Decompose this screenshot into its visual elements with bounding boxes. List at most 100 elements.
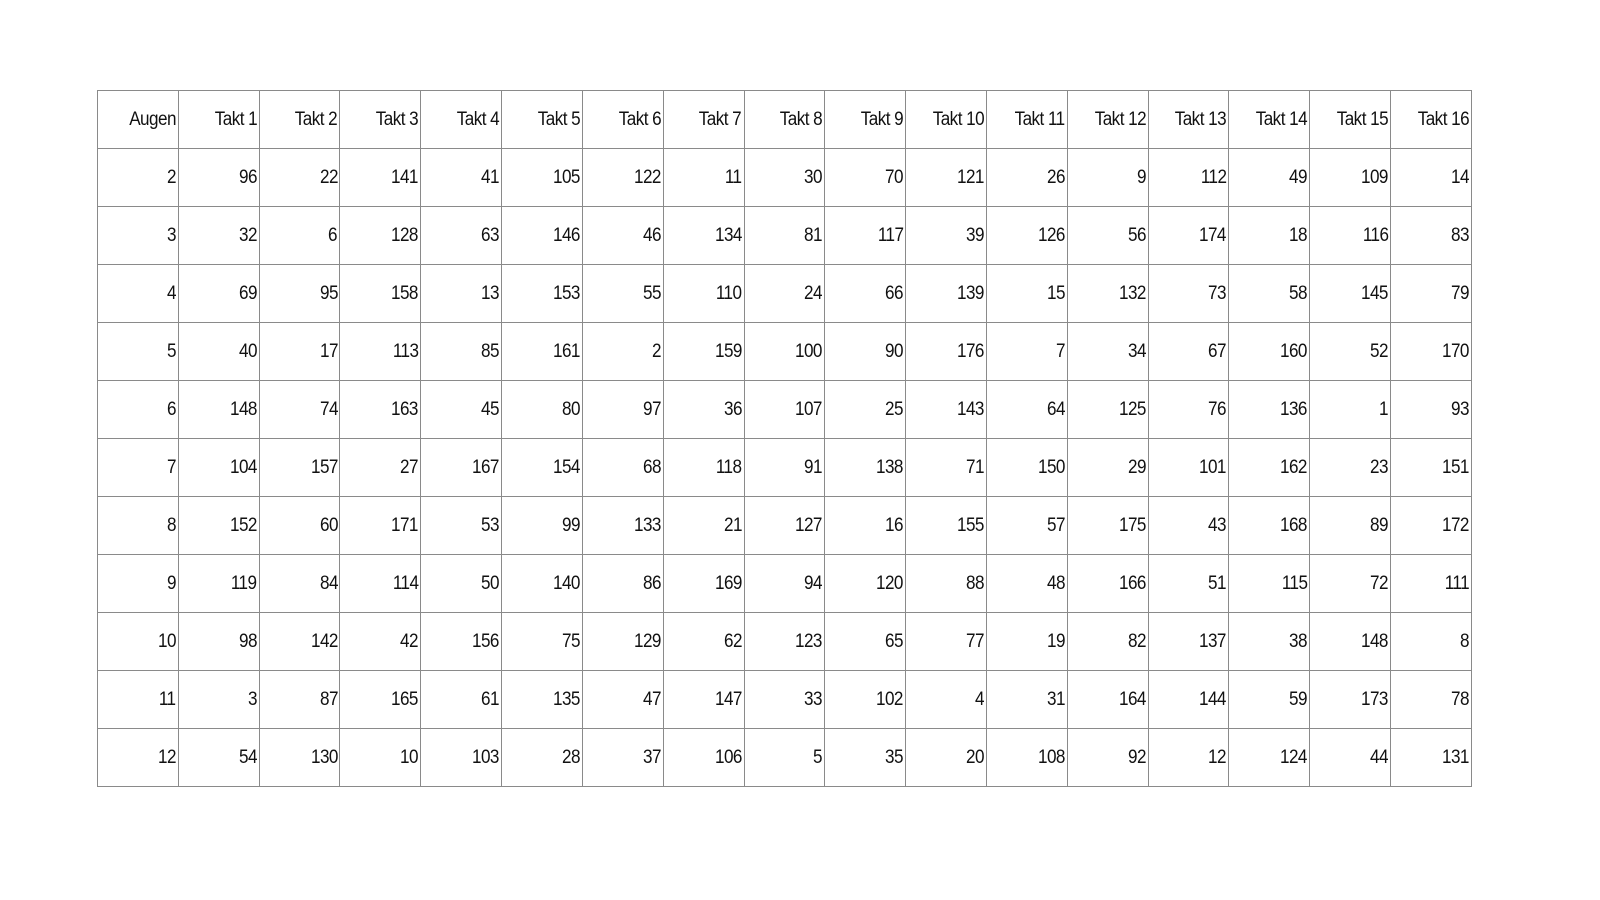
- table-cell: 128: [339, 206, 422, 265]
- cell-value: 41: [481, 166, 500, 188]
- table-cell: 10: [339, 728, 422, 787]
- table-cell: 138: [824, 438, 907, 497]
- cell-value: 23: [1370, 456, 1388, 478]
- cell-value: 95: [319, 282, 338, 304]
- column-header-label: Takt 16: [1417, 108, 1470, 130]
- table-cell: 90: [824, 322, 907, 381]
- table-cell: 99: [501, 496, 583, 555]
- cell-value: 82: [1127, 630, 1146, 652]
- table-cell: 123: [743, 612, 826, 671]
- table-cell: 100: [743, 322, 826, 381]
- table-cell: 77: [905, 612, 987, 671]
- table-cell: 24: [743, 264, 826, 323]
- cell-value: 150: [1037, 456, 1065, 478]
- cell-value: 73: [1208, 282, 1227, 304]
- cell-value: 123: [795, 630, 823, 652]
- table-cell: 114: [339, 554, 422, 613]
- cell-value: 110: [715, 282, 742, 304]
- table-cell: 41: [420, 148, 503, 207]
- table-cell: 20: [905, 728, 987, 787]
- cell-value: 112: [1200, 166, 1227, 188]
- cell-value: 111: [1444, 572, 1470, 594]
- table-cell: 3: [177, 670, 260, 729]
- row-header-cell: 2: [97, 148, 179, 207]
- cell-value: 169: [714, 572, 742, 594]
- cell-value: 5: [166, 340, 177, 362]
- cell-value: 32: [238, 224, 257, 246]
- table-cell: 6: [258, 206, 341, 265]
- table-cell: 157: [258, 438, 341, 497]
- cell-value: 59: [1289, 688, 1308, 710]
- cell-value: 1: [1379, 398, 1389, 420]
- column-header-label: Takt 10: [932, 108, 985, 130]
- column-header-label: Takt 15: [1336, 108, 1389, 130]
- row-header-cell: 3: [97, 206, 179, 265]
- table-cell: 158: [339, 264, 422, 323]
- table-row: 8 152 60 171 53 99 133 21 127 16 155 57 175 43 168 89 17…: [97, 496, 1472, 555]
- cell-value: 43: [1208, 514, 1227, 536]
- cell-value: 70: [885, 166, 904, 188]
- cell-value: 160: [1280, 340, 1308, 362]
- cell-value: 9: [166, 572, 177, 594]
- table-cell: 151: [1390, 438, 1472, 497]
- table-cell: 8: [1390, 612, 1472, 671]
- table-cell: 18: [1228, 206, 1311, 265]
- table-cell: 63: [420, 206, 503, 265]
- column-header-label: Takt 3: [375, 108, 419, 130]
- cell-value: 118: [715, 456, 742, 478]
- table-cell: 7: [985, 322, 1068, 381]
- column-header: Takt 1: [177, 90, 260, 149]
- table-cell: 175: [1066, 496, 1149, 555]
- cell-value: 108: [1037, 746, 1065, 768]
- cell-value: 128: [391, 224, 419, 246]
- table-cell: 143: [905, 380, 987, 439]
- table-cell: 122: [581, 148, 664, 207]
- cell-value: 172: [1442, 514, 1469, 536]
- cell-value: 141: [391, 166, 419, 188]
- column-header: Takt 5: [501, 90, 583, 149]
- table-row: 9 119 84 114 50 140 86 169 94 120 88 48 166 51 115 72 11…: [97, 554, 1472, 613]
- cell-value: 4: [974, 688, 985, 710]
- table-cell: 45: [420, 380, 503, 439]
- table-cell: 66: [824, 264, 907, 323]
- table-cell: 147: [662, 670, 745, 729]
- cell-value: 12: [1208, 746, 1227, 768]
- table-cell: 102: [824, 670, 907, 729]
- column-header: Takt 13: [1147, 90, 1230, 149]
- cell-value: 62: [723, 630, 742, 652]
- table-cell: 65: [824, 612, 907, 671]
- table-body: 2 96 22 141 41 105 122 11 30 70 121 26 9 112 49 109 14 3 3…: [97, 148, 1472, 787]
- table-cell: 133: [581, 496, 664, 555]
- header-row: Augen Takt 1 Takt 2 Takt 3 Takt 4 Takt 5 Takt …: [97, 90, 1472, 149]
- table-row: 11 3 87 165 61 135 47 147 33 102 4 31 164 144 59 173 78: [97, 670, 1472, 729]
- table-cell: 119: [177, 554, 260, 613]
- cell-value: 2: [651, 340, 662, 362]
- cell-value: 5: [813, 746, 823, 768]
- cell-value: 53: [481, 514, 500, 536]
- table-cell: 124: [1228, 728, 1311, 787]
- table-cell: 137: [1147, 612, 1230, 671]
- table-cell: 56: [1066, 206, 1149, 265]
- table-cell: 78: [1390, 670, 1472, 729]
- table-row: 4 69 95 158 13 153 55 110 24 66 139 15 132 73 58 145 79: [97, 264, 1472, 323]
- table-cell: 171: [339, 496, 422, 555]
- cell-value: 50: [481, 572, 500, 594]
- cell-value: 17: [319, 340, 338, 362]
- column-header: Takt 7: [662, 90, 745, 149]
- cell-value: 60: [319, 514, 338, 536]
- cell-value: 127: [795, 514, 823, 536]
- table-cell: 110: [662, 264, 745, 323]
- cell-value: 146: [552, 224, 580, 246]
- cell-value: 105: [552, 166, 580, 188]
- cell-value: 35: [885, 746, 904, 768]
- table-cell: 120: [824, 554, 907, 613]
- table-row: 5 40 17 113 85 161 2 159 100 90 176 7 34 67 160 52 170: [97, 322, 1472, 381]
- cell-value: 52: [1370, 340, 1388, 362]
- cell-value: 15: [1046, 282, 1065, 304]
- table-cell: 26: [985, 148, 1068, 207]
- table-cell: 62: [662, 612, 745, 671]
- table-cell: 162: [1228, 438, 1311, 497]
- cell-value: 39: [965, 224, 984, 246]
- cell-value: 48: [1046, 572, 1065, 594]
- cell-value: 36: [723, 398, 742, 420]
